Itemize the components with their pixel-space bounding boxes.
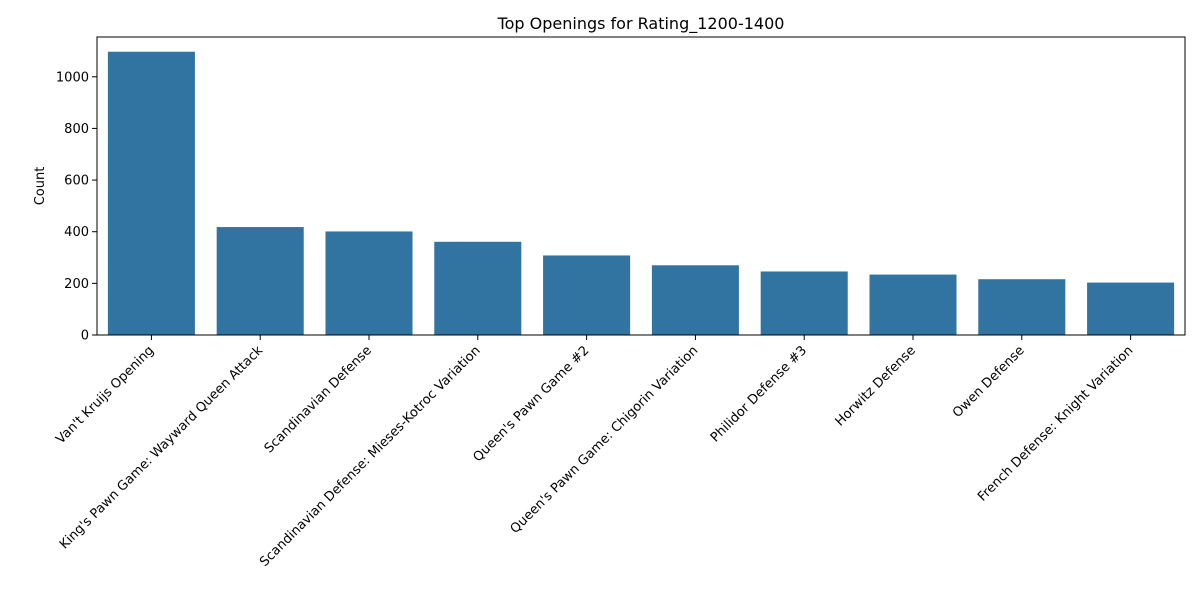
y-tick-label: 600 [64, 174, 89, 189]
plot-frame [96, 36, 1186, 336]
x-tick-label: King's Pawn Game: Wayward Queen Attack [57, 343, 266, 552]
y-tick-label: 200 [64, 277, 89, 292]
bar [651, 265, 739, 335]
bars-group [107, 51, 1175, 335]
bar [760, 271, 848, 335]
y-axis-ticks: 0 200 400 600 800 1000 [56, 70, 97, 344]
y-tick-label: 400 [64, 225, 89, 240]
bar [107, 51, 195, 335]
chart-title: Top Openings for Rating_1200-1400 [497, 14, 785, 34]
x-tick-label: Horwitz Defense [833, 343, 919, 429]
x-tick-label: Scandinavian Defense: Mieses-Kotroc Vari… [257, 343, 484, 570]
y-tick-label: 0 [81, 329, 89, 344]
bar [325, 231, 413, 335]
bar [1087, 282, 1175, 335]
y-axis-label: Count [33, 167, 48, 206]
bar [978, 279, 1066, 335]
bar [543, 255, 631, 335]
y-tick-label: 800 [64, 122, 89, 137]
x-tick-label: Van't Kruijs Opening [53, 343, 157, 447]
x-tick-label: Philidor Defense #3 [708, 343, 810, 445]
x-tick-label: Owen Defense [950, 343, 1028, 421]
bar [869, 274, 957, 335]
y-tick-label: 1000 [56, 70, 89, 85]
bar [434, 241, 522, 335]
x-tick-label: Queen's Pawn Game #2 [471, 343, 593, 465]
x-tick-label: Queen's Pawn Game: Chigorin Variation [508, 343, 702, 537]
bar [216, 227, 304, 335]
x-tick-label: Scandinavian Defense [262, 343, 375, 456]
